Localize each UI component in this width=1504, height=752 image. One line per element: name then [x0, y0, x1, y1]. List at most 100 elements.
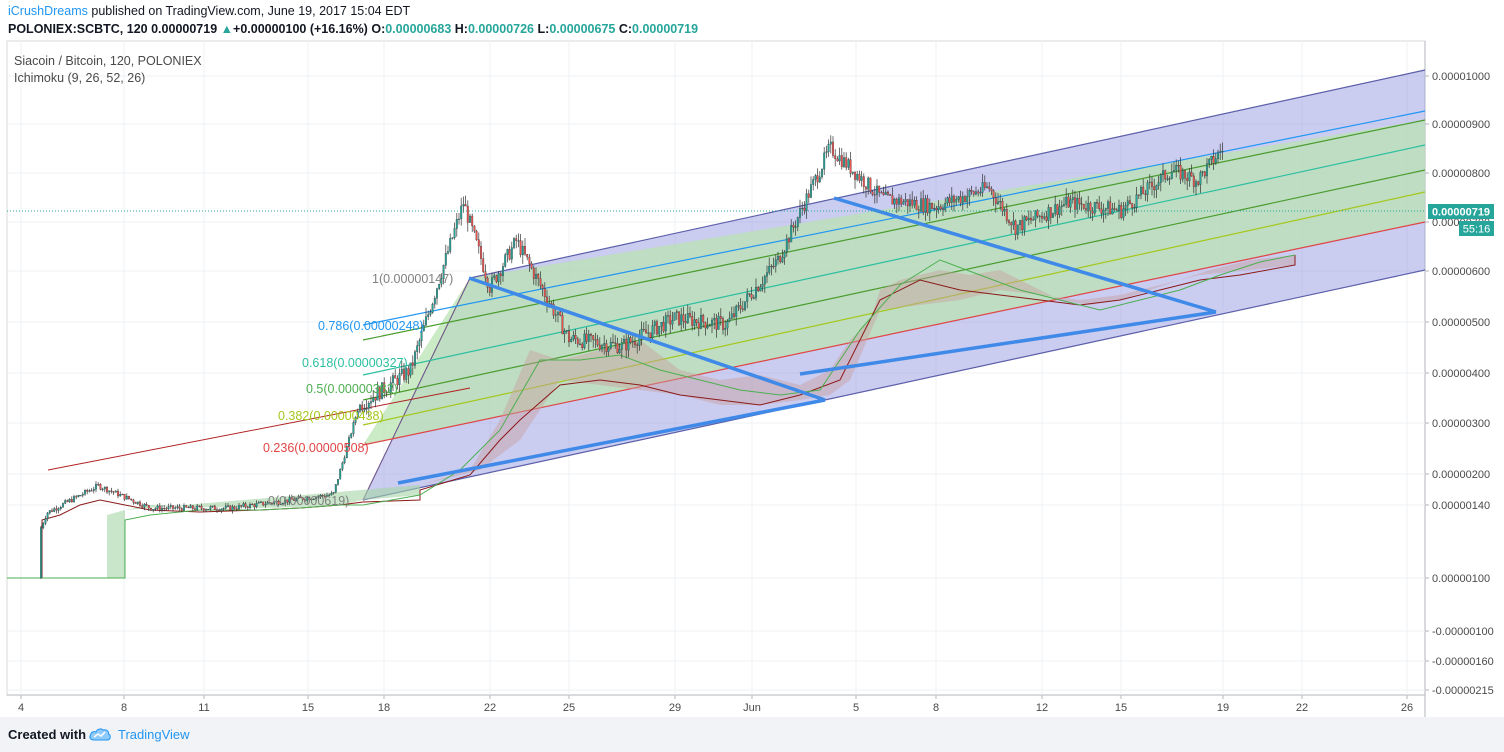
author-link[interactable]: iCrushDreams [8, 4, 88, 18]
candle-up [680, 307, 683, 332]
tradingview-cloud-icon [89, 728, 111, 741]
candle-up [416, 340, 419, 360]
candle-down [473, 225, 476, 233]
candle-down [466, 200, 469, 232]
fib-line-0382 [362, 191, 1426, 426]
candle-up [462, 196, 465, 213]
candle-down [495, 274, 498, 284]
candle-up [601, 343, 603, 353]
candle-up [1188, 168, 1191, 187]
candle-up [1135, 186, 1138, 213]
candle-up [763, 274, 766, 293]
candle-down [722, 316, 724, 335]
tradingview-link[interactable]: TradingView [118, 727, 190, 742]
candle-up [154, 507, 157, 511]
candle-up [449, 233, 452, 254]
candle-down [849, 151, 852, 178]
candle-up [1060, 200, 1063, 216]
fib-labels: 1(0.00000147) 0.786(0.00000248) 0.618(0.00… [263, 272, 453, 508]
candle-down [594, 332, 597, 349]
candle-up [101, 487, 104, 492]
candle-up [447, 245, 449, 255]
candle-up [920, 191, 922, 213]
candle-up [1047, 204, 1050, 230]
candle-up [603, 335, 606, 355]
candle-down [233, 505, 236, 510]
last-price-badge-value: 0.00000719 [1432, 207, 1490, 219]
candle-up [1181, 167, 1184, 183]
candle-up [288, 494, 291, 505]
candle-down [882, 186, 885, 196]
candle-up [651, 319, 654, 340]
candle-down [719, 308, 722, 326]
candle-up [398, 368, 401, 393]
candle-up [372, 390, 375, 403]
candle-down [1164, 169, 1167, 183]
candle-up [46, 512, 49, 522]
candle-up [583, 329, 586, 350]
price-axis[interactable]: 0.000010000.000009000.000008000.00000700… [1425, 71, 1494, 697]
candle-up [339, 468, 342, 480]
candle-up [183, 503, 185, 512]
candle-down [185, 504, 188, 508]
candle-down [374, 397, 377, 408]
candle-up [64, 499, 67, 505]
candle-down [750, 286, 753, 301]
candle-up [513, 236, 515, 250]
candle-down [1179, 157, 1182, 184]
candle-down [616, 337, 619, 355]
candle-up [455, 212, 458, 237]
price-tick-label: -0.00000160 [1432, 656, 1494, 668]
close-value: 0.00000719 [632, 22, 699, 36]
candle-up [759, 284, 762, 292]
trendline-down-2[interactable] [833, 196, 1217, 314]
candle-down [757, 285, 760, 293]
candle-up [266, 500, 269, 505]
candle-down [200, 503, 203, 511]
candle-up [1170, 163, 1173, 180]
candle-up [746, 288, 749, 309]
candle-down [891, 187, 894, 205]
candle-up [664, 312, 667, 338]
trendline-down-1[interactable] [468, 276, 826, 402]
candle-up [535, 267, 537, 286]
candle-up [1159, 173, 1162, 192]
candle-up [794, 220, 797, 236]
candle-down [590, 333, 592, 343]
candle-down [147, 504, 150, 512]
chart-header: iCrushDreams published on TradingView.co… [0, 0, 1504, 40]
candle-down [559, 310, 562, 317]
candle-down [299, 494, 302, 498]
candle-up [440, 273, 443, 288]
candle-up [257, 500, 260, 504]
candle-up [337, 479, 339, 486]
candle-down [262, 501, 265, 507]
candle-down [585, 327, 588, 345]
candle-down [568, 325, 570, 347]
candle-up [418, 338, 421, 354]
candle-up [805, 188, 808, 219]
candle-up [176, 504, 179, 510]
candle-down [55, 505, 58, 514]
candle-up [306, 495, 309, 504]
candle-up [354, 416, 357, 426]
candle-up [255, 500, 258, 509]
trendline-up-2[interactable] [799, 310, 1217, 376]
trendline-up-1[interactable] [397, 398, 826, 485]
candle-up [821, 168, 823, 180]
candle-down [636, 342, 639, 354]
candle-up [777, 251, 779, 265]
candle-up [851, 171, 854, 176]
candle-down [596, 334, 599, 348]
candle-up [653, 319, 656, 335]
candle-up [572, 330, 575, 342]
price-chart[interactable]: 1(0.00000147) 0.786(0.00000248) 0.618(0.00… [0, 0, 1504, 717]
candle-down [645, 320, 647, 334]
candle-down [180, 507, 183, 513]
time-axis[interactable]: 4 8 11 15 18 22 25 29 Jun 5 8 12 15 19 22 26 [18, 695, 1413, 714]
last-price-badge-bg [1428, 204, 1494, 219]
candle-up [506, 248, 509, 263]
candle-down [378, 385, 381, 402]
candle-down [598, 337, 601, 352]
candle-up [770, 264, 773, 276]
